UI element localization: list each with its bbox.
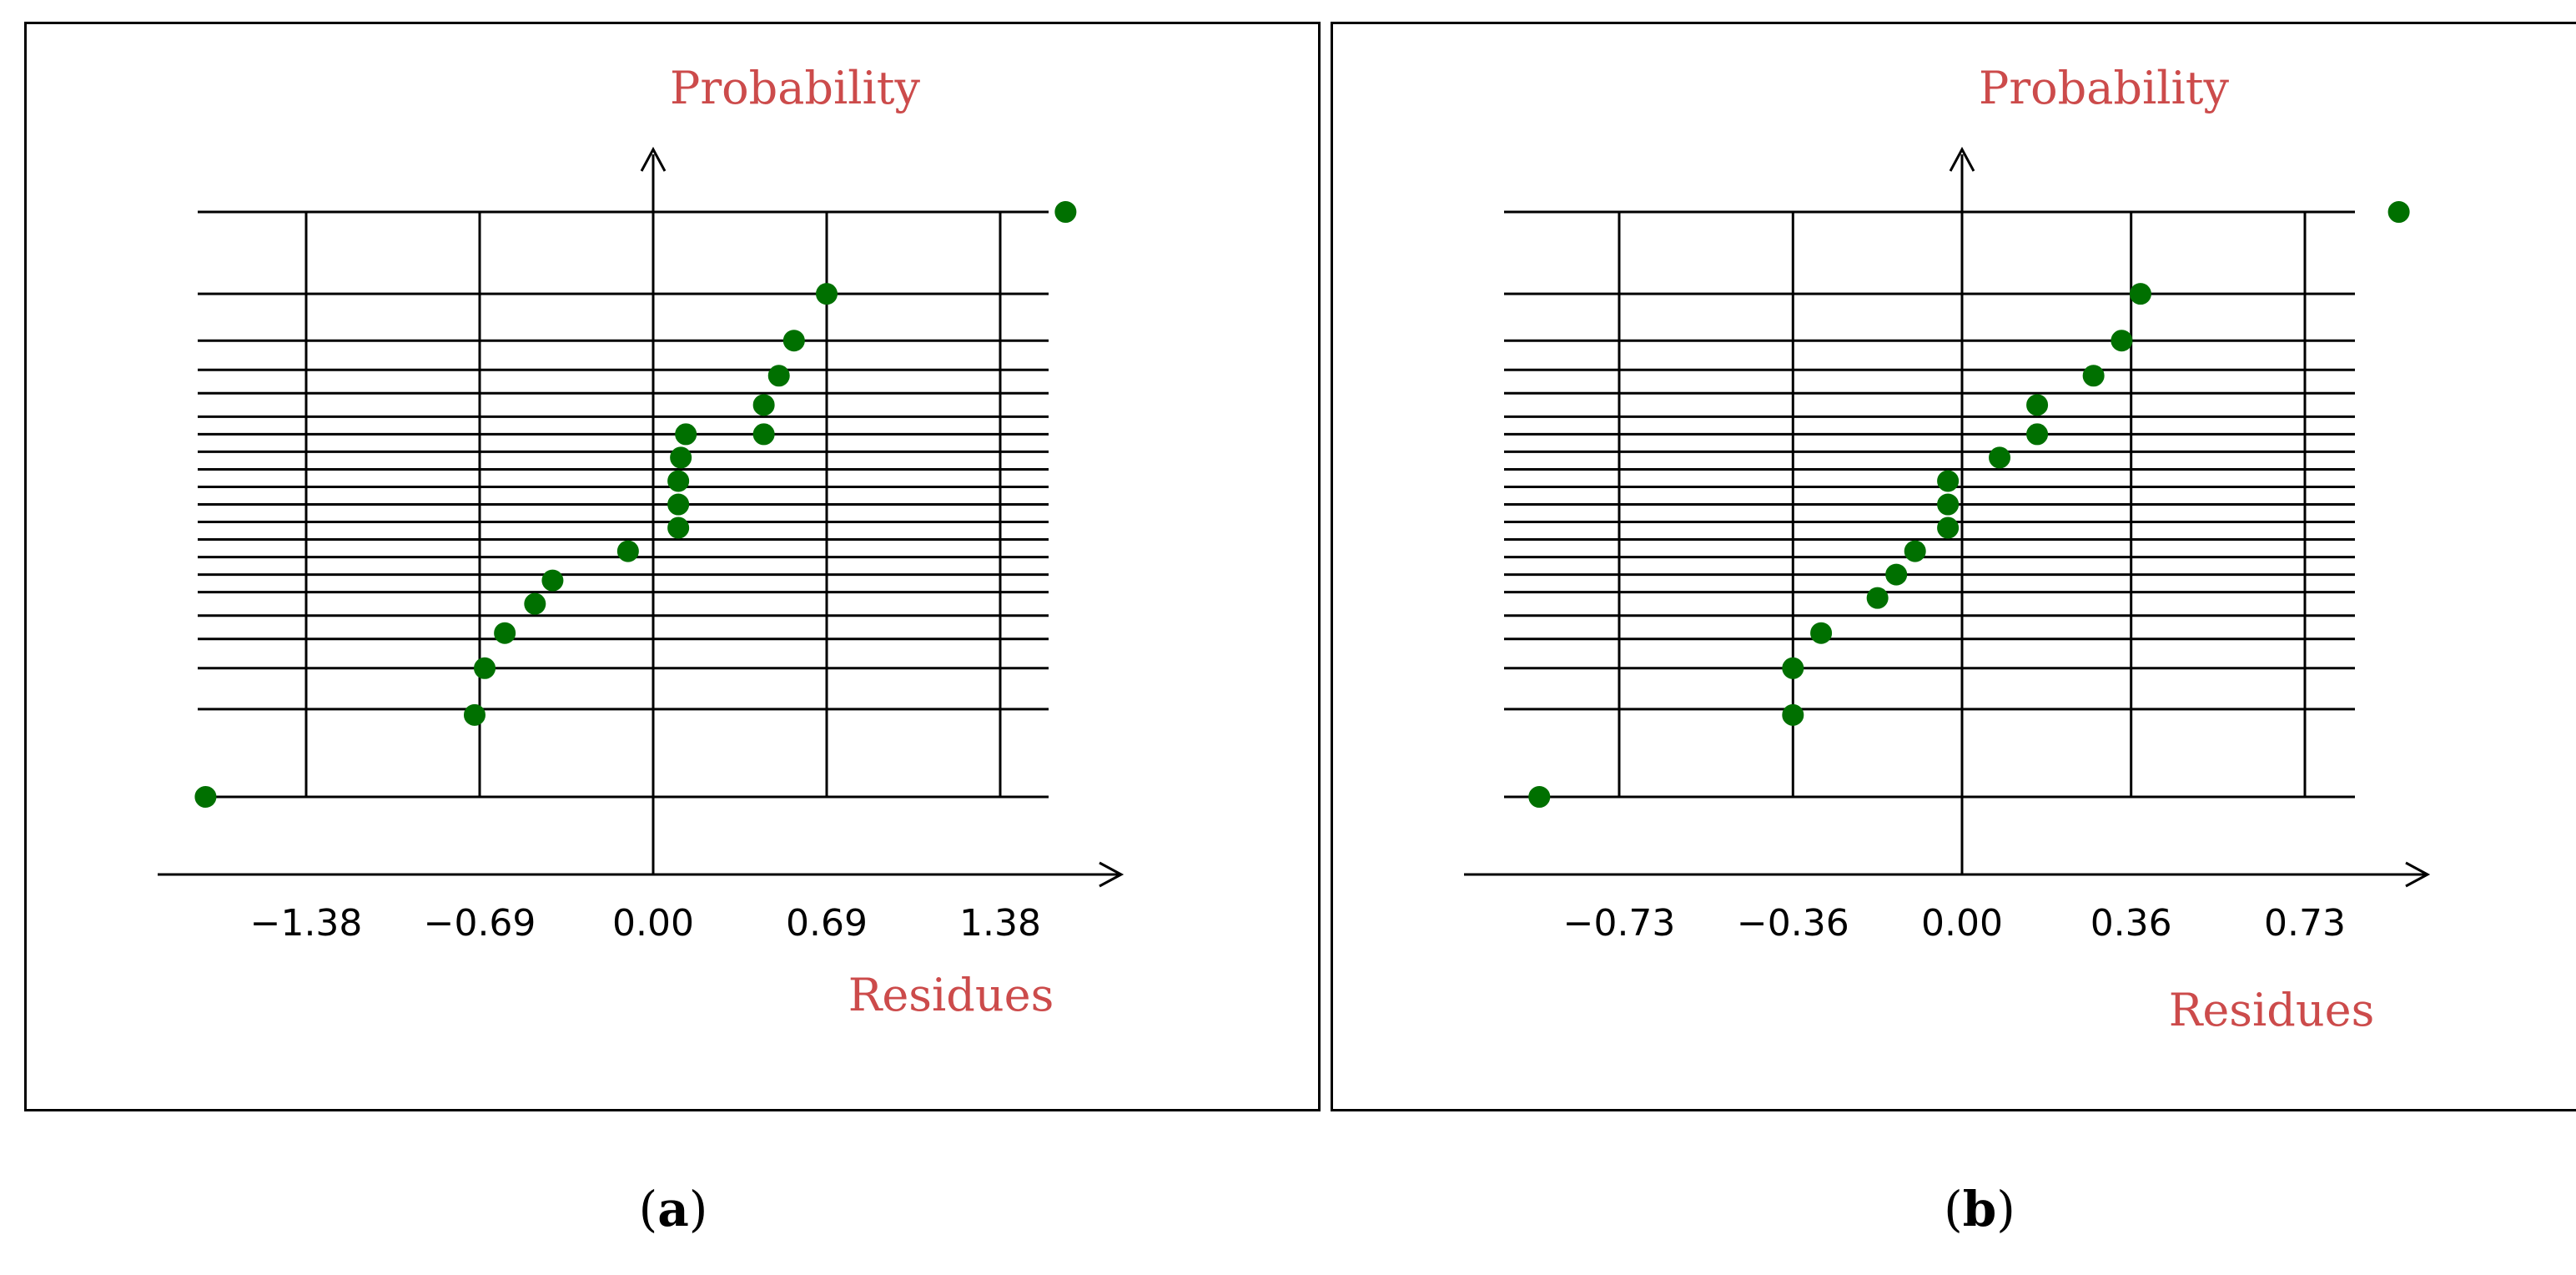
x-tick-label: −0.69 (424, 902, 536, 945)
data-point (2026, 423, 2049, 446)
data-point (1989, 446, 2011, 469)
data-point (1866, 587, 1889, 609)
data-point (675, 423, 697, 446)
data-point (194, 786, 217, 808)
y-axis-title: Probability (670, 62, 920, 114)
x-axis-arrow (2405, 861, 2431, 888)
x-tick-label: 0.73 (2264, 902, 2346, 945)
data-point (2129, 283, 2151, 305)
data-point (1054, 201, 1077, 223)
data-point (541, 569, 564, 592)
x-tick-label: 0.36 (2090, 902, 2172, 945)
y-axis-arrow (1949, 146, 1975, 172)
plot-area: −1.38 −0.69 0.00 0.69 1.38 Probability Residue… (158, 62, 1124, 1021)
x-axis-arrow (1099, 861, 1124, 888)
data-point (474, 657, 496, 679)
data-point (1782, 703, 1804, 726)
data-point (2387, 201, 2410, 223)
data-point (1810, 622, 1833, 644)
data-point (494, 622, 516, 644)
y-axis-title: Probability (1979, 62, 2229, 114)
data-point (667, 470, 690, 492)
data-point (1937, 517, 1960, 539)
caption-b: (b) (1944, 1181, 2015, 1237)
data-point (752, 394, 775, 416)
data-point (616, 540, 639, 562)
x-tick-label: 0.69 (786, 902, 868, 945)
data-point (1937, 470, 1960, 492)
plot-area: −0.73 −0.36 0.00 0.36 0.73 Probability Residue… (1464, 62, 2431, 1036)
data-point (816, 283, 838, 305)
data-point (667, 493, 690, 516)
x-tick-label: −0.36 (1737, 902, 1849, 945)
chart-b: −0.73 −0.36 0.00 0.36 0.73 Probability Residue… (1464, 62, 2431, 1036)
x-tick-label: −1.38 (250, 902, 363, 945)
data-point (782, 330, 805, 352)
x-tick-label: 0.00 (612, 902, 694, 945)
chart-panel-a: −1.38 −0.69 0.00 0.69 1.38 Probability Residue… (24, 22, 1321, 1111)
caption-a: (a) (638, 1181, 708, 1237)
data-point (670, 446, 692, 469)
data-point (752, 423, 775, 446)
data-point (2026, 394, 2049, 416)
data-point (1885, 563, 1908, 586)
data-point (1904, 540, 1926, 562)
data-point (1528, 786, 1551, 808)
data-point (2111, 330, 2133, 352)
caption-b-letter: b (1962, 1181, 1997, 1237)
data-point (1782, 657, 1804, 679)
data-point (767, 365, 790, 387)
caption-a-letter: a (657, 1181, 689, 1237)
y-axis-arrow (640, 146, 667, 172)
x-axis-title: Residues (2169, 984, 2375, 1036)
data-point (1937, 493, 1960, 516)
data-point (463, 703, 486, 726)
chart-panel-b: −0.73 −0.36 0.00 0.36 0.73 Probability Residue… (1331, 22, 2576, 1111)
x-tick-label: −0.73 (1563, 902, 1676, 945)
data-point (667, 517, 690, 539)
data-point (2082, 365, 2105, 387)
x-axis-title: Residues (848, 969, 1054, 1021)
x-tick-label: 0.00 (1921, 902, 2003, 945)
data-point (524, 592, 546, 615)
x-tick-label: 1.38 (959, 902, 1041, 945)
chart-a: −1.38 −0.69 0.00 0.69 1.38 Probability Residue… (158, 62, 1124, 1021)
